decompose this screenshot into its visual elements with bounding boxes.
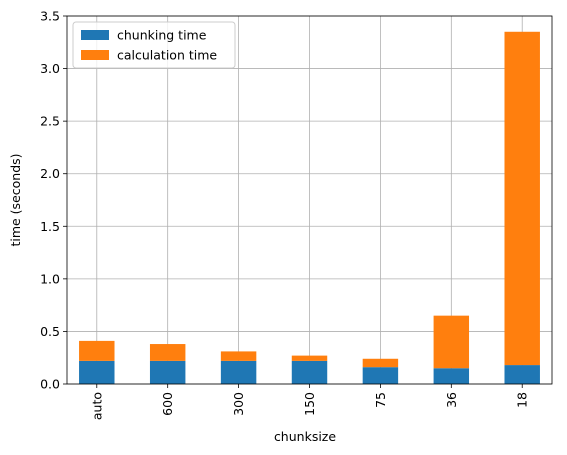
y-tick-label: 3.5 [40,9,60,24]
x-tick-label: 36 [444,392,459,408]
y-tick-label: 1.0 [40,271,60,286]
x-tick-label: 75 [373,392,388,408]
bar-segment [220,351,257,361]
legend-swatch [81,30,109,40]
y-tick-label: 0.0 [40,377,60,392]
y-tick-label: 2.0 [40,166,60,181]
bar-segment [433,315,470,369]
plot-frame [66,15,553,385]
legend-label: chunking time [117,28,207,43]
bar-segment [220,360,257,384]
bar-segment [433,368,470,384]
y-tick-label: 1.5 [40,219,60,234]
bar-segment [362,358,399,368]
x-axis-label: chunksize [274,429,336,444]
bar-segment [291,355,328,361]
x-tick-label: 600 [160,392,175,416]
bar-segment [79,360,115,384]
bar-segment [362,367,399,384]
x-tick-label: 18 [515,392,530,408]
bar-segment [79,340,115,361]
bar-segment [291,360,328,384]
legend-swatch [81,50,109,60]
y-tick-label: 2.5 [40,114,60,129]
bar-segment [149,360,186,384]
y-tick-label: 0.5 [40,324,60,339]
x-tick-label: 150 [302,392,317,416]
bar-segment [149,344,186,361]
y-axis-label: time (seconds) [8,153,23,246]
x-tick-label: 300 [231,392,246,416]
legend-box [72,21,236,69]
y-tick-label: 3.0 [40,61,60,76]
bar-segment [504,365,540,384]
x-tick-label: auto [89,392,104,420]
bar-segment [504,31,540,366]
legend-label: calculation time [117,48,217,63]
